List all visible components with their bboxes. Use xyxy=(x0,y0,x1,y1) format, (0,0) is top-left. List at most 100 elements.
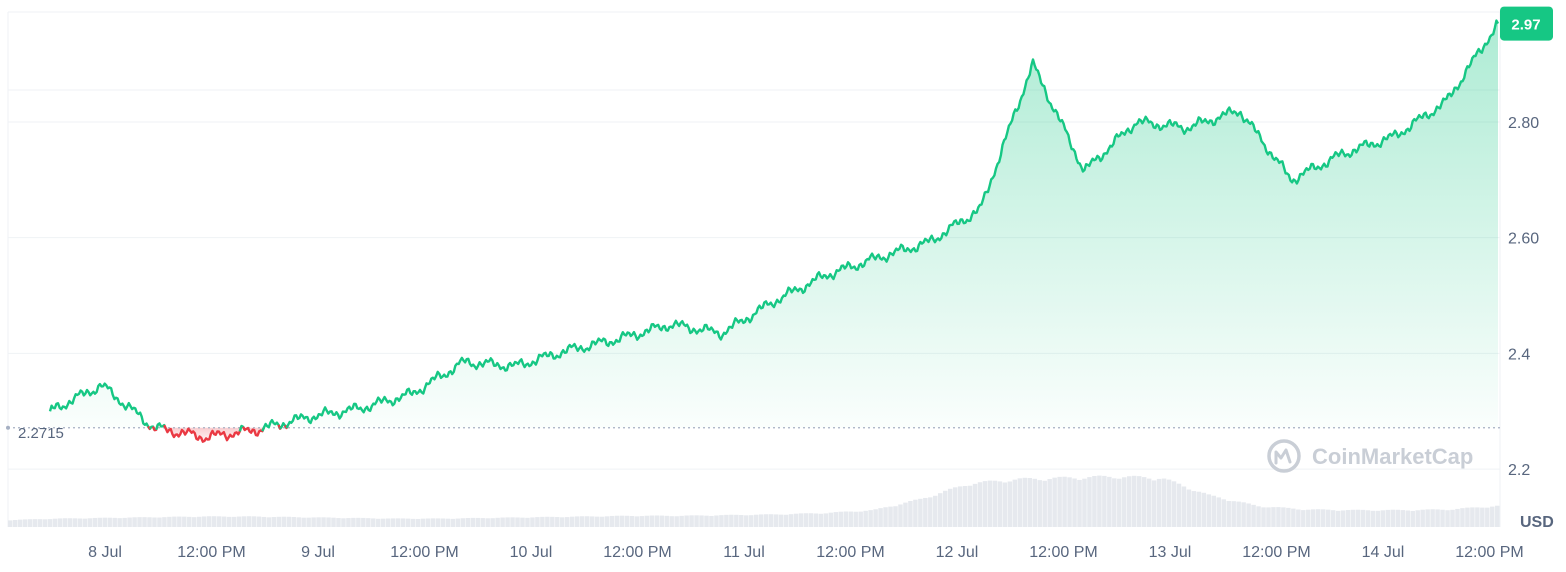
volume-bar xyxy=(271,517,277,527)
volume-bar xyxy=(142,517,147,527)
volume-bar xyxy=(152,517,157,527)
x-tick-label: 13 Jul xyxy=(1149,544,1192,561)
volume-bar xyxy=(1465,507,1470,527)
volume-bar xyxy=(1256,506,1261,527)
volume-bar xyxy=(848,511,853,527)
volume-bar xyxy=(560,517,565,527)
volume-bar xyxy=(1131,475,1137,527)
volume-bar xyxy=(654,515,660,527)
volume-bar xyxy=(1042,480,1047,527)
volume-bar xyxy=(127,517,132,527)
volume-bar xyxy=(525,517,530,527)
volume-bar xyxy=(1117,478,1122,527)
volume-bar xyxy=(187,516,192,527)
volume-bar xyxy=(1360,509,1366,527)
volume-bar xyxy=(594,516,600,527)
volume-bar xyxy=(460,518,466,527)
current-price-label: 2.97 xyxy=(1511,17,1540,34)
volume-bar xyxy=(490,518,495,527)
volume-bar xyxy=(589,516,595,527)
area-fill-up xyxy=(50,20,1498,428)
volume-bar xyxy=(296,517,301,527)
volume-bar xyxy=(67,518,73,527)
volume-bar xyxy=(306,517,311,527)
volume-bar xyxy=(1097,475,1102,527)
volume-bar xyxy=(972,483,978,527)
x-tick-label: 12:00 PM xyxy=(603,544,671,561)
volume-bar xyxy=(1206,494,1212,527)
volume-bar xyxy=(505,517,510,527)
x-tick-label: 12:00 PM xyxy=(816,544,884,561)
volume-bar xyxy=(361,517,366,527)
volume-bar xyxy=(967,485,973,527)
x-tick-label: 12:00 PM xyxy=(1242,544,1310,561)
volume-bar xyxy=(1301,510,1306,527)
volume-bar xyxy=(758,514,764,527)
volume-bar xyxy=(1156,478,1162,527)
volume-bar xyxy=(1445,510,1450,527)
volume-bar xyxy=(808,513,814,527)
volume-bar xyxy=(1435,509,1440,527)
volume-bar xyxy=(629,516,635,527)
volume-bar xyxy=(1320,509,1326,527)
volume-bar xyxy=(773,514,779,527)
volume-bar xyxy=(192,517,197,527)
volume-bar xyxy=(649,515,655,527)
volume-bar xyxy=(624,515,630,527)
volume-bar xyxy=(938,493,943,527)
watermark-text: CoinMarketCap xyxy=(1312,444,1473,469)
price-line-down xyxy=(242,426,266,437)
volume-bar xyxy=(803,513,809,527)
volume-bar xyxy=(1002,482,1008,527)
volume-bar xyxy=(768,514,774,527)
x-tick-label: 12:00 PM xyxy=(177,544,245,561)
volume-bar xyxy=(405,518,411,527)
volume-bar xyxy=(1296,509,1301,527)
volume-bar xyxy=(1345,510,1351,527)
volume-bar xyxy=(425,518,431,527)
volume-bar xyxy=(291,516,296,527)
x-tick-label: 8 Jul xyxy=(88,544,122,561)
x-tick-label: 12 Jul xyxy=(936,544,979,561)
volume-bar xyxy=(1420,509,1425,527)
volume-bar xyxy=(1251,504,1256,527)
volume-bar xyxy=(32,519,38,527)
volume-bar xyxy=(1390,509,1396,527)
volume-bar xyxy=(226,516,232,527)
volume-bar xyxy=(37,519,43,527)
volume-bar xyxy=(908,501,913,527)
volume-bar xyxy=(236,516,242,527)
volume-bar xyxy=(813,513,819,527)
price-line xyxy=(48,19,1500,443)
x-axis-ticks: 8 Jul 12:00 PM 9 Jul 12:00 PM 10 Jul 12:00 PM… xyxy=(88,544,1524,561)
volume-bar xyxy=(1410,510,1415,527)
volume-bar xyxy=(928,497,933,527)
volume-bar xyxy=(167,516,172,527)
volume-bar xyxy=(689,515,694,527)
volume-bar xyxy=(793,513,799,527)
volume-bar xyxy=(82,518,88,527)
volume-bar xyxy=(1470,507,1475,527)
volume-bar xyxy=(1325,509,1331,527)
x-tick-label: 12:00 PM xyxy=(1029,544,1097,561)
volume-bar xyxy=(858,511,863,527)
volume-bar xyxy=(1007,481,1013,527)
x-tick-label: 14 Jul xyxy=(1362,544,1405,561)
volume-bar xyxy=(535,517,540,527)
volume-bar xyxy=(679,515,684,527)
volume-bar xyxy=(47,519,53,527)
volume-bar xyxy=(102,517,107,527)
volume-bar xyxy=(1385,509,1391,527)
x-tick-label: 9 Jul xyxy=(301,544,335,561)
volume-bar xyxy=(371,518,376,527)
volume-bar xyxy=(231,516,237,527)
value-markers: 2.2715 2.97 xyxy=(6,6,1553,442)
volume-bar xyxy=(997,481,1003,527)
reference-value-label: 2.2715 xyxy=(18,425,64,442)
volume-bar xyxy=(574,516,580,527)
volume-bar xyxy=(177,516,182,527)
volume-bar xyxy=(1281,507,1286,527)
volume-bar xyxy=(982,481,988,527)
volume-bar xyxy=(1375,510,1381,527)
